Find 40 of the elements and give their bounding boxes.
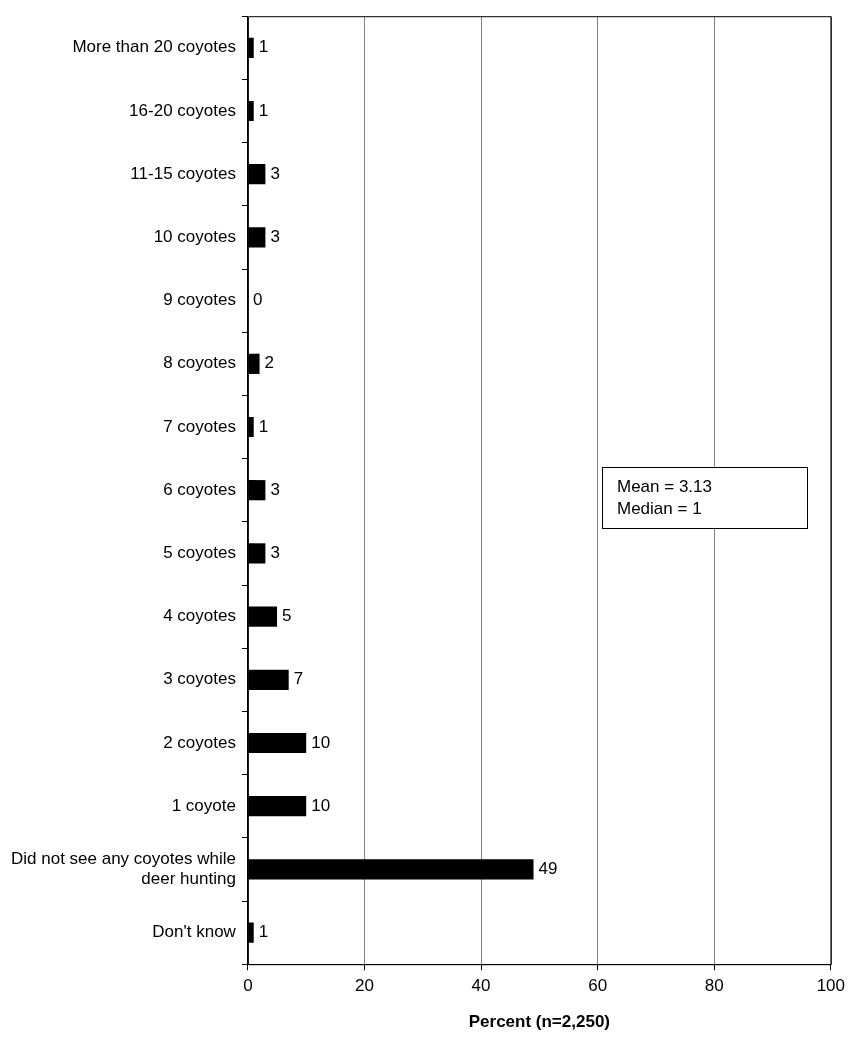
y-tick-label: 1 coyote	[171, 795, 236, 815]
data-label: 7	[293, 669, 304, 689]
y-tick-label: 8 coyotes	[163, 353, 236, 373]
data-label: 10	[311, 795, 331, 815]
text-box: Mean = 3.13 Median = 1	[602, 467, 808, 529]
data-label: 3	[270, 543, 280, 563]
data-label: 1	[258, 37, 269, 57]
x-tick-label: 40	[471, 976, 491, 996]
data-label: 3	[270, 227, 280, 247]
y-tick-label: 11-15 coyotes	[130, 163, 236, 183]
y-tick-label: 16-20 coyotes	[129, 100, 236, 120]
y-tick-label: 5 coyotes	[163, 543, 236, 563]
y-tick-label: Don't know	[152, 922, 237, 942]
x-tick-label: 80	[704, 976, 724, 996]
x-axis-title: Percent (n=2,250)	[468, 1012, 610, 1032]
x-tick-label: 100	[816, 976, 846, 996]
y-tick-label: 6 coyotes	[163, 479, 236, 499]
data-label: 3	[270, 479, 280, 499]
y-tick-label: 3 coyotes	[163, 669, 236, 689]
x-tick-label: 0	[243, 976, 253, 996]
data-label: 5	[282, 606, 292, 626]
y-tick-label: More than 20 coyotes	[72, 37, 236, 57]
x-tick-label: 60	[588, 976, 608, 996]
data-label: 1	[258, 416, 269, 436]
y-tick-label: 7 coyotes	[163, 416, 236, 436]
y-tick-label: 4 coyotes	[163, 606, 236, 626]
data-label: 2	[264, 353, 275, 373]
y-tick-label: 9 coyotes	[163, 290, 236, 310]
y-tick-label: 2 coyotes	[163, 732, 236, 752]
y-tick-label: Did not see any coyotes while deer hunting	[11, 848, 236, 889]
y-tick-label: 10 coyotes	[153, 227, 236, 247]
data-label: 3	[270, 163, 280, 183]
data-label: 0	[252, 290, 263, 310]
data-label: 49	[538, 859, 558, 879]
data-label: 1	[258, 100, 269, 120]
annotation: Mean = 3.13	[617, 476, 713, 498]
data-label: 10	[311, 732, 331, 752]
x-tick-label: 20	[355, 976, 374, 996]
data-label: 1	[258, 922, 269, 942]
annotation: Median = 1	[617, 498, 703, 520]
